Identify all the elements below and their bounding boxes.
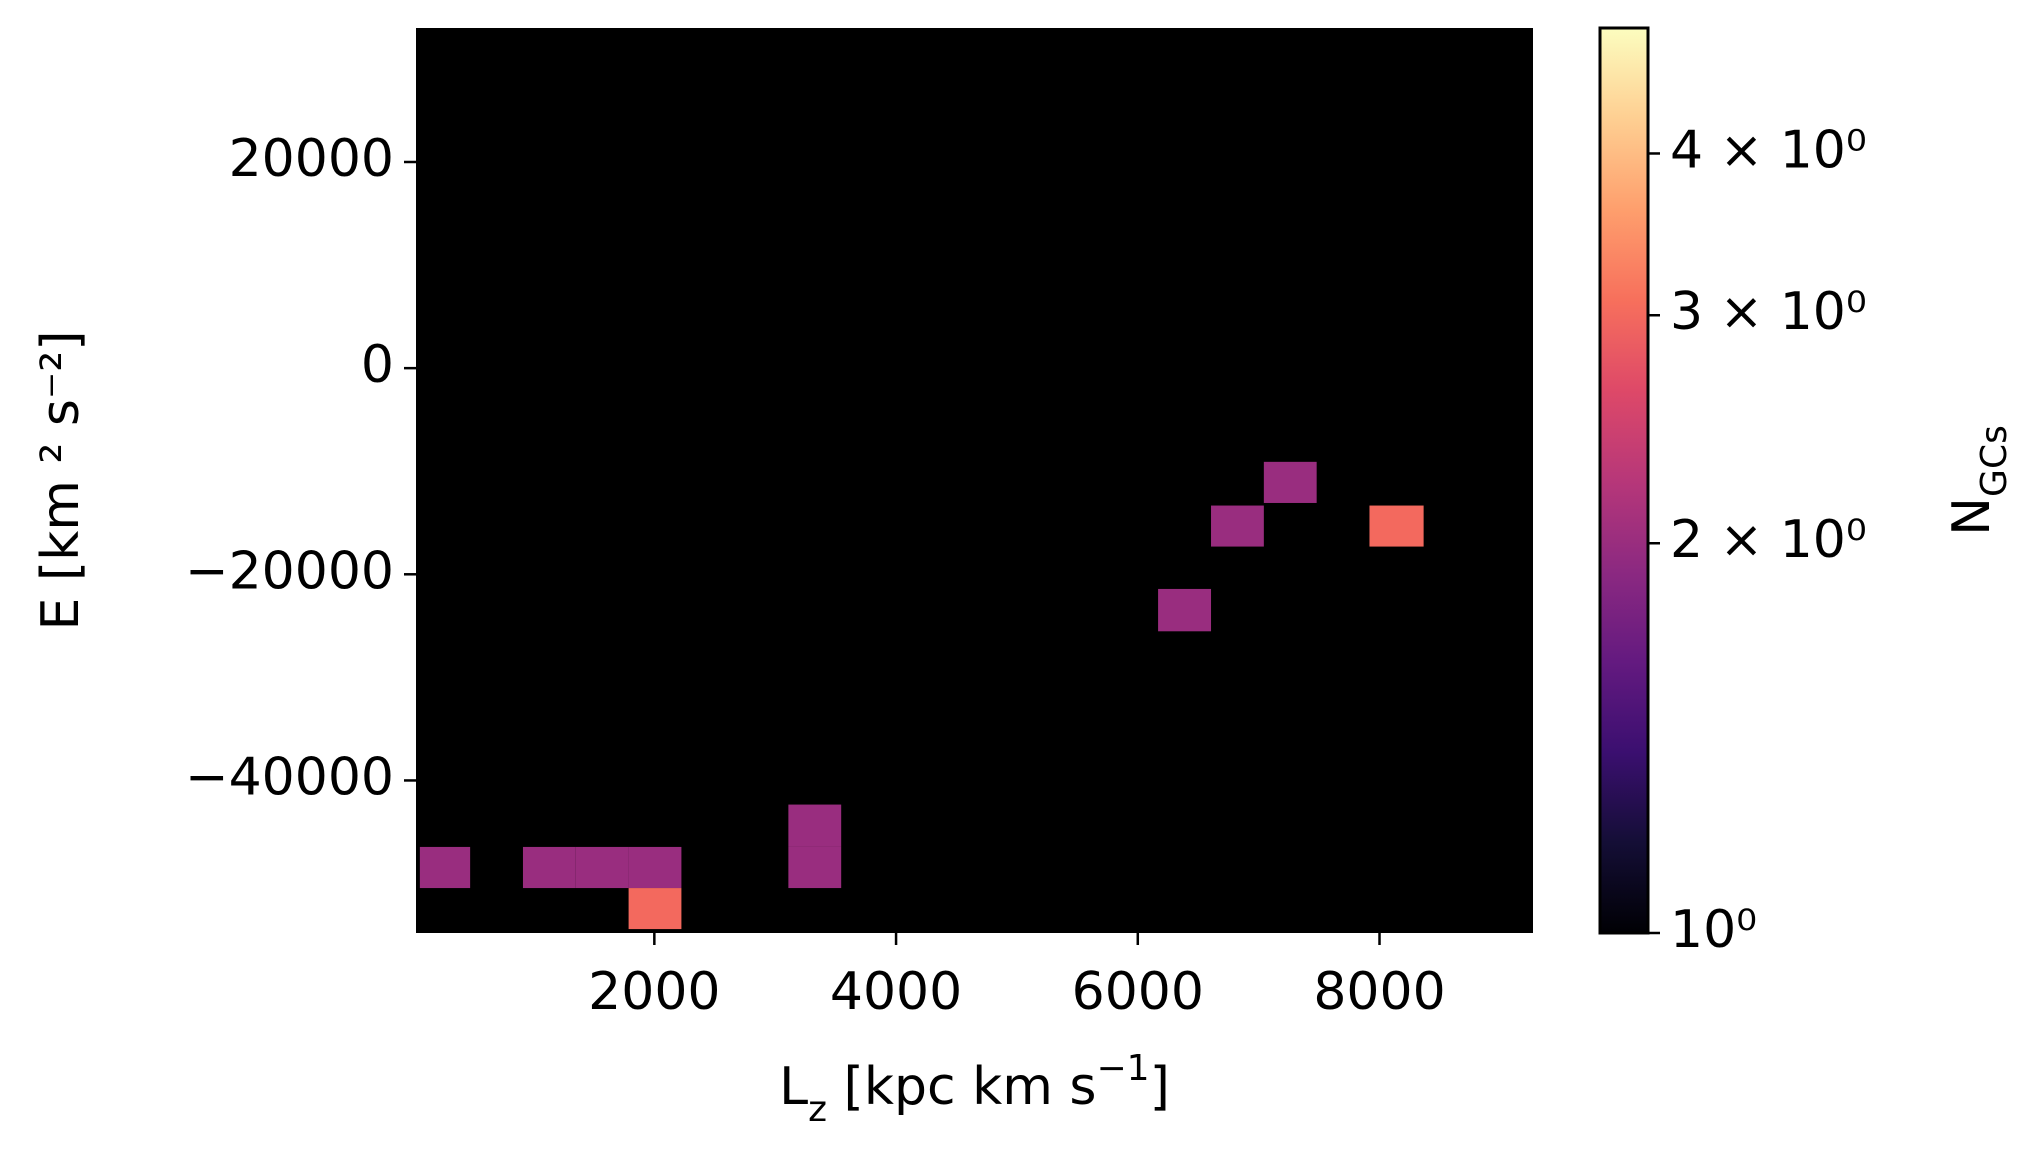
- heatmap-cell: [628, 846, 682, 889]
- heatmap-cell: [575, 846, 629, 889]
- heatmap-cell: [788, 846, 842, 889]
- colorbar-tick-label: 4 × 10⁰: [1670, 120, 1867, 180]
- colorbar: [1598, 26, 1650, 935]
- plot-background: [416, 28, 1533, 933]
- label-part: N: [1942, 497, 2002, 536]
- x-tick-label: 4000: [830, 962, 962, 1022]
- heatmap-cell: [1263, 461, 1317, 503]
- heatmap-cell: [1211, 505, 1264, 547]
- y-tick-label: 20000: [229, 129, 394, 189]
- label-part: ]: [1150, 1057, 1170, 1117]
- label-part: GCs: [1974, 425, 2015, 497]
- x-axis-label: Lz [kpc km s−1]: [779, 1048, 1170, 1130]
- heatmap-cell: [522, 846, 576, 889]
- y-axis-label: E [km ² s⁻²]: [31, 330, 91, 630]
- x-tick-label: 2000: [588, 962, 720, 1022]
- label-part: L: [779, 1057, 808, 1117]
- colorbar-tick-label: 3 × 10⁰: [1670, 282, 1867, 342]
- heatmap-cell: [1369, 505, 1424, 547]
- y-tick-label: −20000: [185, 541, 394, 601]
- label-part: −1: [1096, 1048, 1149, 1089]
- colorbar-label: NGCs: [1942, 425, 2015, 536]
- y-tick-label: 0: [361, 335, 394, 395]
- heatmap-cell: [1158, 588, 1212, 632]
- heatmap-cell: [788, 804, 842, 847]
- label-part: [kpc km s: [827, 1057, 1096, 1117]
- colorbar-tick-label: 2 × 10⁰: [1670, 510, 1867, 570]
- y-tick-label: −40000: [185, 747, 394, 807]
- x-tick-label: 8000: [1313, 962, 1445, 1022]
- label-part: z: [808, 1089, 827, 1130]
- x-tick-label: 6000: [1072, 962, 1204, 1022]
- heatmap-cell: [628, 888, 682, 930]
- colorbar-tick-label: 10⁰: [1670, 900, 1757, 960]
- heatmap-cell: [419, 846, 471, 889]
